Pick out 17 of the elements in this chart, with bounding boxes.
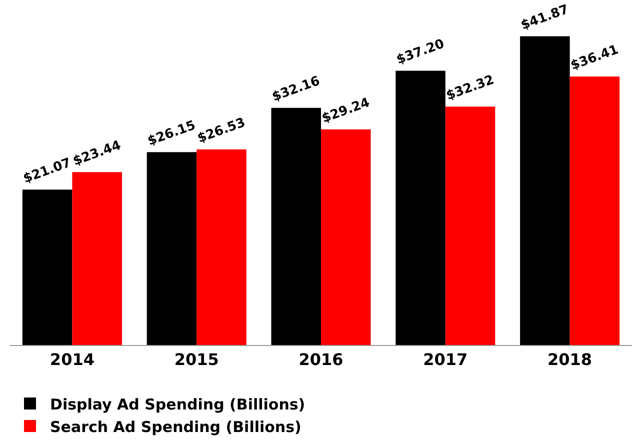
bar	[570, 76, 620, 345]
bar	[196, 149, 246, 345]
x-tick-label: 2018	[548, 350, 592, 370]
bar	[72, 172, 122, 345]
bar	[146, 152, 197, 345]
bar	[271, 108, 321, 345]
legend-label: Display Ad Spending (Billions)	[50, 395, 306, 414]
x-tick-label: 2014	[50, 350, 94, 370]
bar	[321, 129, 371, 345]
x-tick-label: 2017	[423, 350, 468, 370]
x-tick-label: 2015	[174, 350, 219, 370]
bar	[396, 70, 446, 345]
bar	[520, 36, 570, 345]
x-tick-label: 2016	[298, 350, 344, 370]
bar	[22, 190, 72, 345]
legend-label: Search Ad Spending (Billions)	[50, 418, 302, 436]
bar	[445, 106, 496, 345]
